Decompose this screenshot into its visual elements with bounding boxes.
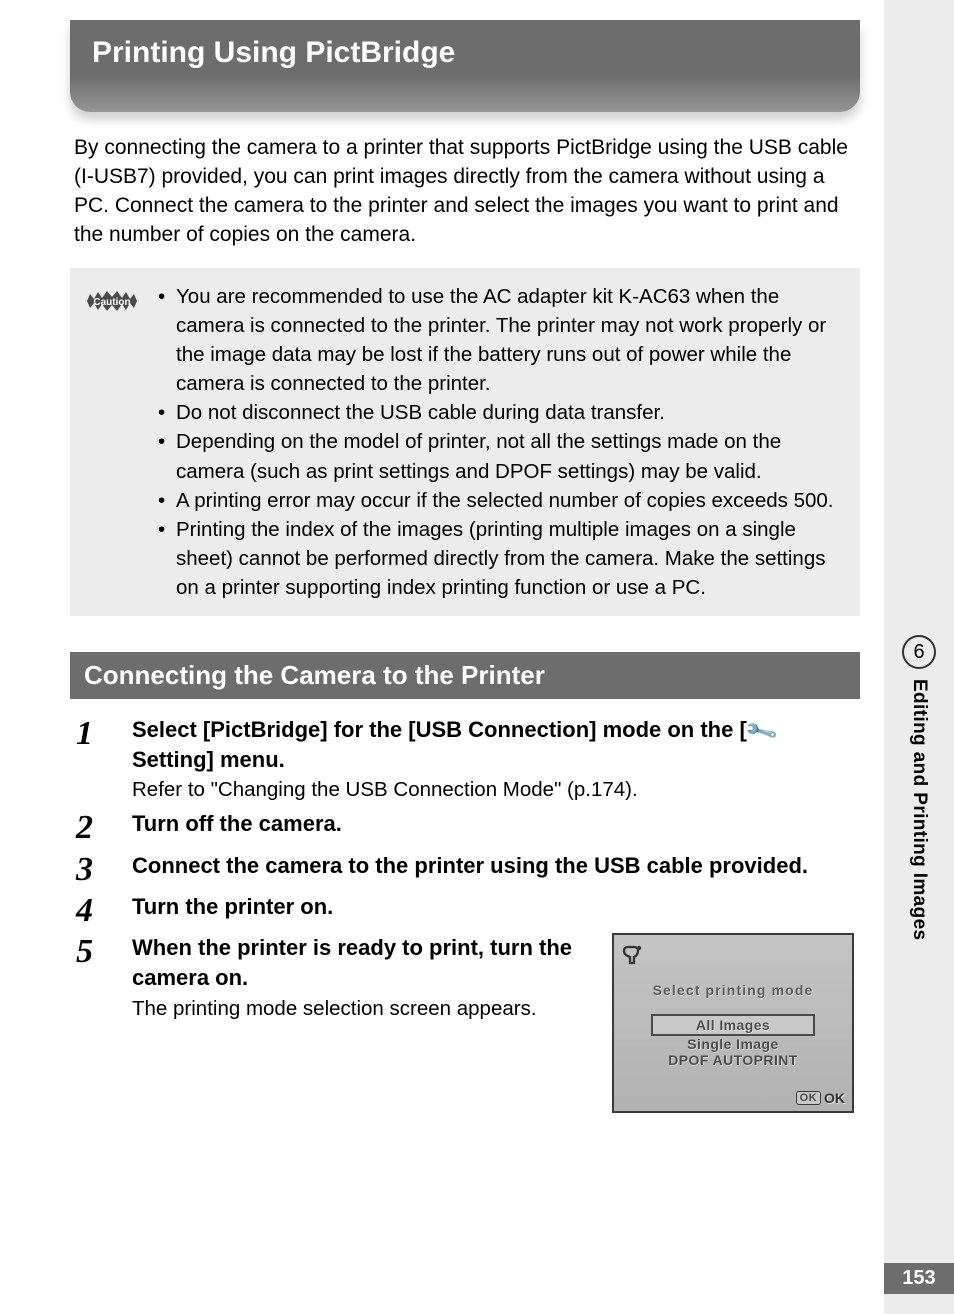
step-number: 5	[76, 933, 108, 970]
caution-list: You are recommended to use the AC adapte…	[158, 282, 848, 602]
step-title: Turn off the camera.	[132, 809, 854, 839]
step-title: When the printer is ready to print, turn…	[132, 933, 592, 992]
ok-label: OK	[824, 1090, 845, 1106]
caution-item: Printing the index of the images (printi…	[158, 515, 848, 602]
caution-icon: Caution	[82, 284, 142, 323]
step-note: Refer to "Changing the USB Connection Mo…	[132, 776, 854, 805]
step-title-text: Select [PictBridge] for the [USB Connect…	[132, 717, 747, 742]
page-title: Printing Using PictBridge	[92, 36, 838, 70]
svg-text:Caution: Caution	[93, 297, 130, 308]
pictbridge-icon	[620, 941, 646, 967]
step-1: 1 Select [PictBridge] for the [USB Conne…	[76, 715, 854, 805]
step-5: 5 When the printer is ready to print, tu…	[76, 933, 854, 1113]
lcd-option-selected: All Images	[651, 1014, 815, 1036]
caution-item: Depending on the model of printer, not a…	[158, 427, 848, 485]
step-title-text: Setting] menu.	[132, 747, 285, 772]
step-number: 2	[76, 809, 108, 846]
caution-item: A printing error may occur if the select…	[158, 486, 848, 515]
step-2: 2 Turn off the camera.	[76, 809, 854, 846]
steps-list: 1 Select [PictBridge] for the [USB Conne…	[70, 715, 860, 1113]
lcd-option: Single Image	[620, 1036, 846, 1052]
caution-box: Caution You are recommended to use the A…	[70, 268, 860, 616]
ok-button-icon: OK	[796, 1091, 821, 1105]
step-title: Connect the camera to the printer using …	[132, 851, 854, 881]
lcd-ok-prompt: OK OK	[796, 1090, 845, 1106]
side-rail: 6 Editing and Printing Images 153	[884, 0, 954, 1314]
page-number: 153	[884, 1263, 954, 1294]
chapter-number-badge: 6	[902, 635, 936, 669]
step-4: 4 Turn the printer on.	[76, 892, 854, 929]
intro-paragraph: By connecting the camera to a printer th…	[74, 134, 856, 250]
step-note: The printing mode selection screen appea…	[132, 995, 592, 1024]
step-number: 1	[76, 715, 108, 752]
page-title-banner: Printing Using PictBridge	[70, 20, 860, 112]
lcd-option: DPOF AUTOPRINT	[620, 1052, 846, 1068]
lcd-screen: Select printing mode All Images Single I…	[612, 933, 854, 1113]
caution-item: Do not disconnect the USB cable during d…	[158, 398, 848, 427]
page-content: Printing Using PictBridge By connecting …	[0, 0, 860, 1113]
step-number: 3	[76, 851, 108, 888]
step-title: Select [PictBridge] for the [USB Connect…	[132, 715, 854, 774]
step-title: Turn the printer on.	[132, 892, 854, 922]
chapter-tab: 6 Editing and Printing Images	[896, 635, 942, 941]
lcd-title: Select printing mode	[620, 982, 846, 998]
section-heading: Connecting the Camera to the Printer	[70, 652, 860, 699]
wrench-icon: 🔧	[742, 712, 781, 751]
chapter-label: Editing and Printing Images	[908, 679, 930, 941]
step-3: 3 Connect the camera to the printer usin…	[76, 851, 854, 888]
caution-item: You are recommended to use the AC adapte…	[158, 282, 848, 398]
step-number: 4	[76, 892, 108, 929]
